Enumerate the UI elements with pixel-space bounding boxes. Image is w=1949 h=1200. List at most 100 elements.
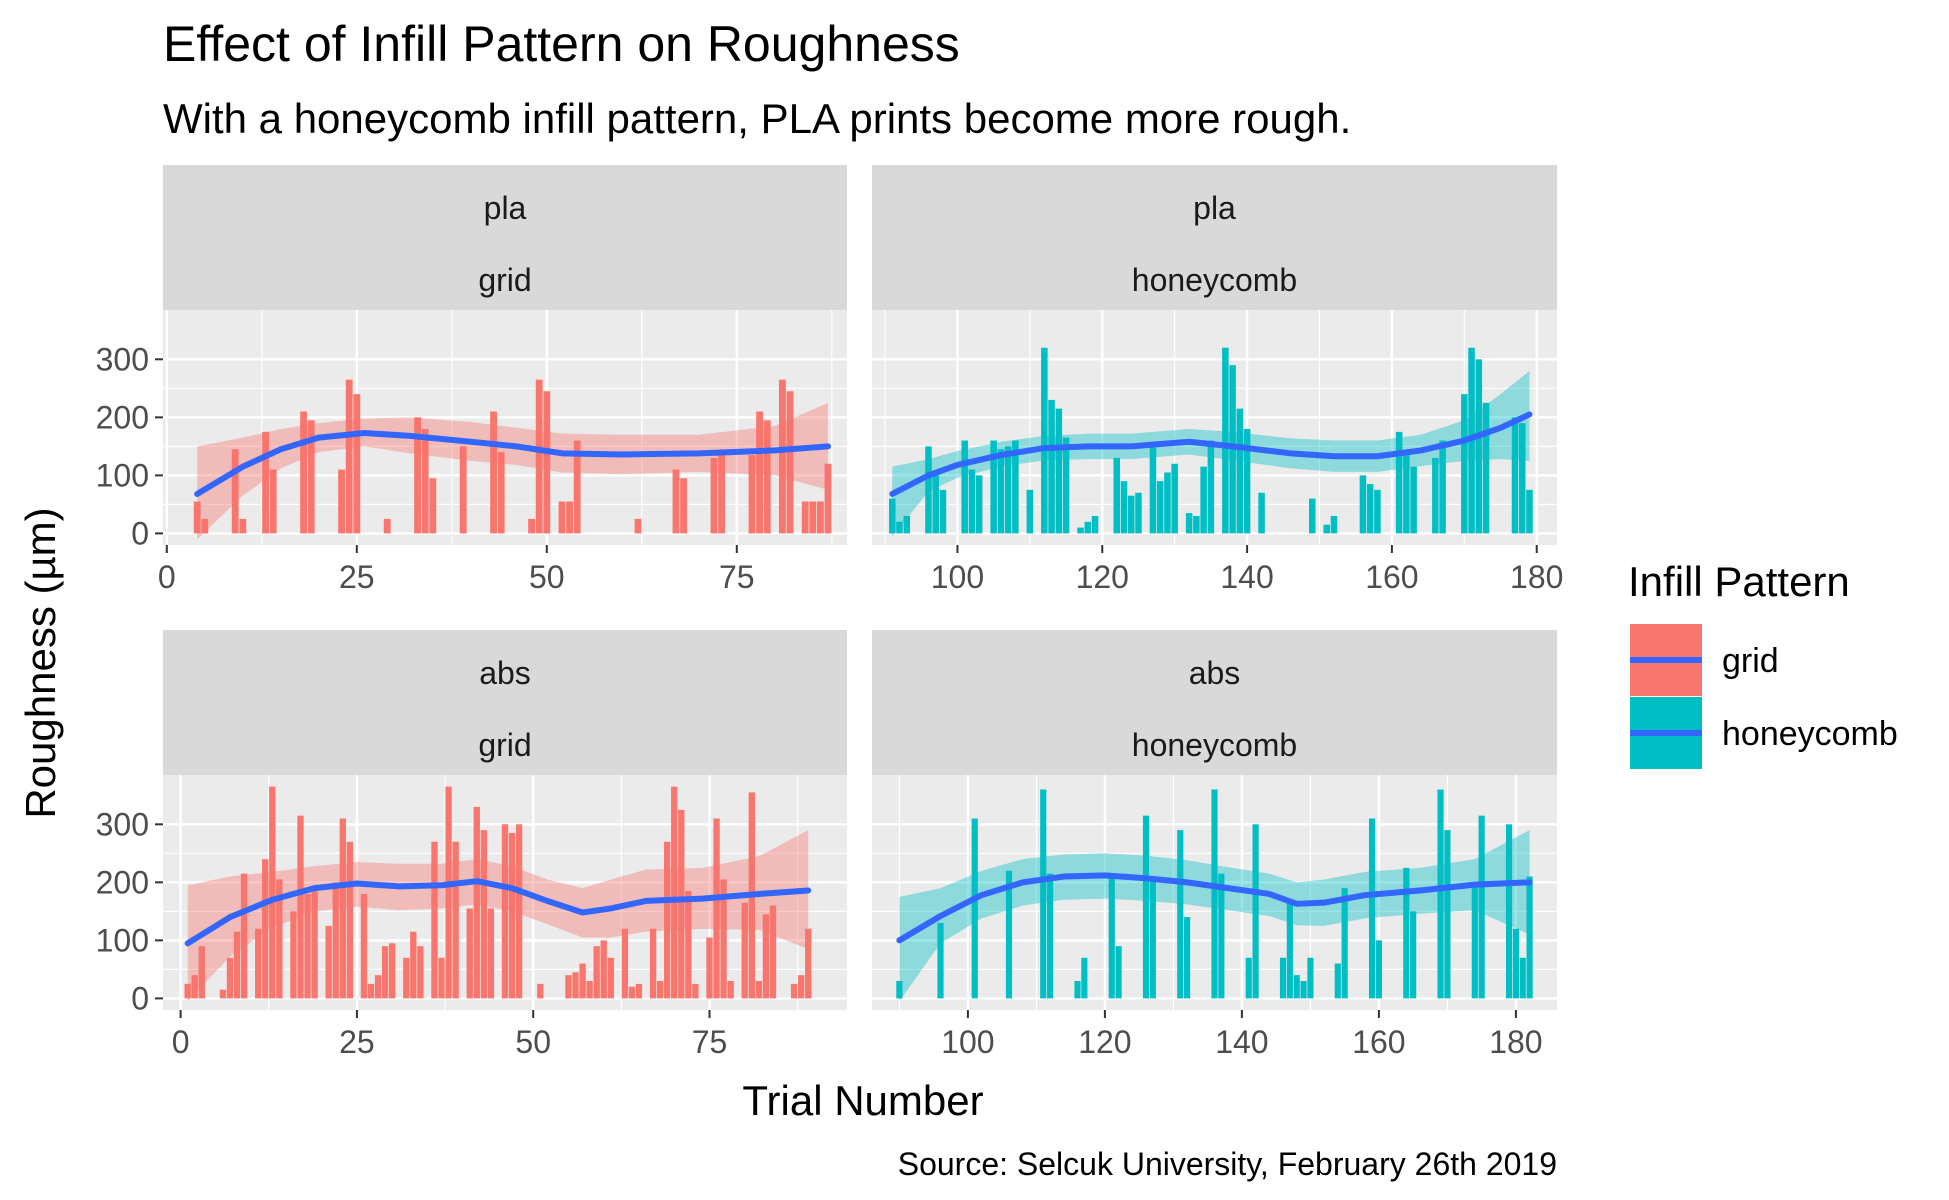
bar [1511,417,1519,534]
x-tick-label: 120 [1078,1024,1131,1060]
bar [968,469,976,534]
bar [889,498,896,534]
panel-background [163,310,847,545]
bar [762,914,770,999]
chart-subtitle: With a honeycomb infill pattern, PLA pri… [163,95,1351,142]
bar [421,428,429,534]
bar [1341,888,1348,999]
bar [231,449,239,534]
facet-strip-label: abs [479,655,531,691]
bar [1368,818,1376,999]
bar [269,469,277,534]
bar [353,394,361,534]
chart-title: Effect of Infill Pattern on Roughness [163,16,960,72]
bar [896,521,903,534]
smooth-line [889,411,1533,497]
bar [515,824,523,999]
x-tick-label: 140 [1220,559,1273,595]
bar [414,417,422,534]
bar [1048,399,1055,534]
bar [1374,489,1381,534]
y-tick-label: 0 [131,515,149,551]
bar [1475,359,1483,534]
bar [184,983,191,999]
bar [1055,408,1063,534]
bar [1005,870,1013,999]
bar [809,501,817,534]
bar [537,983,544,999]
x-tick-label: 100 [941,1024,994,1060]
bar [1482,402,1490,534]
facet-panel-abs-honeycomb: abs honeycomb 100 120 140 160 180 [872,630,1557,1060]
bar [1471,882,1478,999]
facet-strip-label: abs [1189,655,1241,691]
legend-item-honeycomb: honeycomb [1630,697,1898,769]
bar [1519,957,1526,999]
facet-strip-label: honeycomb [1132,262,1297,298]
facet-strip-label: grid [478,727,531,763]
bar [290,911,297,999]
bar [1074,980,1081,999]
bar [1410,466,1417,534]
bar [1410,911,1417,999]
bar [801,501,809,534]
bar [311,891,318,999]
bar [339,818,346,999]
facet-panel-abs-grid: abs grid 0 100 200 300 0 25 50 75 [96,630,847,1060]
bar [1171,463,1178,534]
bar [558,501,566,534]
bar [692,983,699,999]
bar [1177,830,1184,999]
y-tick-label: 300 [96,806,149,842]
bar [607,957,614,999]
bar [300,411,308,534]
bar [1444,830,1451,999]
x-tick-label: 160 [1352,1024,1405,1060]
bar [191,975,198,999]
bar [307,420,315,534]
bar [741,902,748,999]
facet-strip-label: grid [478,262,531,298]
bar [1200,466,1207,534]
bar [1461,394,1468,534]
confidence-band [899,830,1530,1002]
bar [490,411,498,534]
bar [346,841,354,999]
bar [635,983,643,999]
bar [1218,873,1225,999]
y-tick-label: 200 [96,399,149,435]
bar [1091,515,1099,534]
bar [1040,789,1047,999]
bar [961,440,968,534]
x-tick-label: 75 [692,1024,728,1060]
bar [896,980,903,999]
facet-strip [872,630,1557,775]
x-tick-label: 50 [515,1024,551,1060]
bar [672,469,680,534]
bar [1135,492,1142,534]
bar [1211,789,1218,999]
facet-strip-label: pla [1193,190,1236,226]
bar [997,449,1005,534]
bar [1004,446,1012,534]
bar [1505,824,1513,999]
bar [226,957,234,999]
x-tick-label: 75 [719,559,755,595]
bar [304,893,311,999]
bar [1439,440,1446,534]
bar [269,786,276,999]
bar [1120,481,1128,534]
bar [345,379,353,534]
bar [429,478,437,534]
bar [438,957,445,999]
bar [718,452,726,534]
bar [797,975,805,999]
bar [1395,431,1403,534]
confidence-band [187,830,809,1002]
bar [487,908,495,999]
facet-strip [872,165,1557,310]
bar [1193,515,1200,534]
bar [383,518,391,534]
bar [193,501,201,534]
